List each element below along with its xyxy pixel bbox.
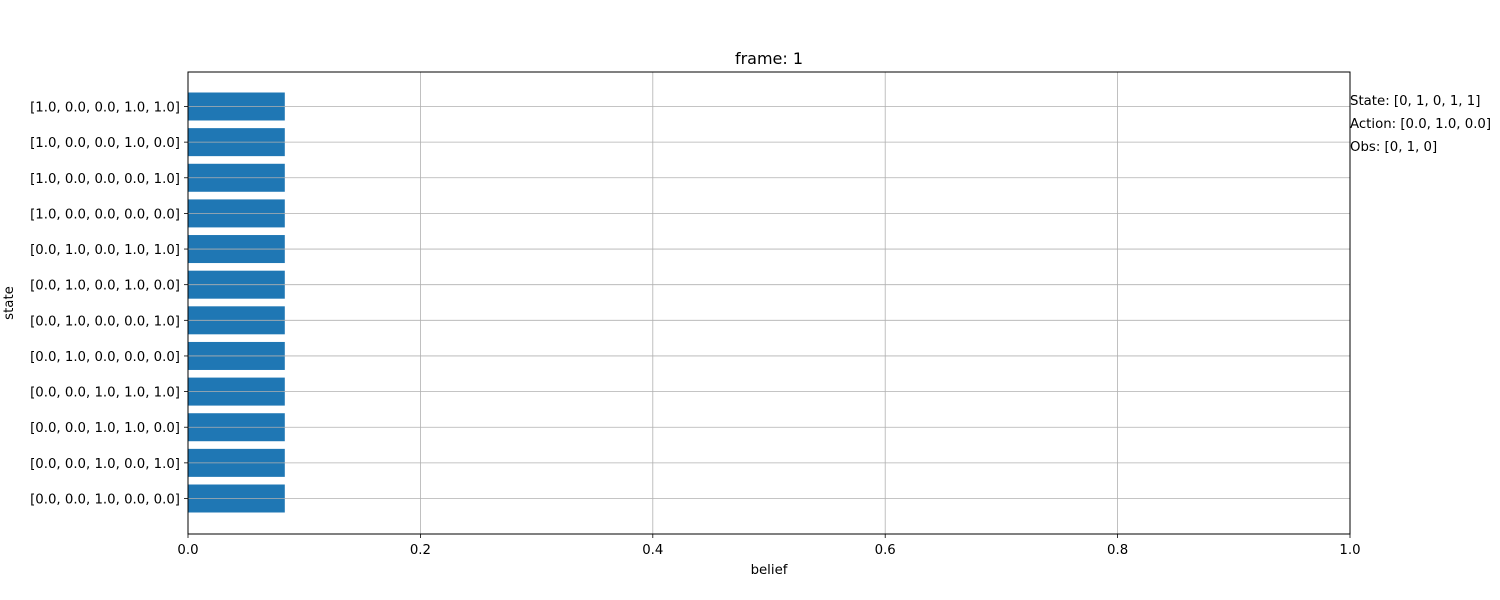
y-tick-label: [0.0, 1.0, 0.0, 1.0, 0.0] xyxy=(30,279,180,294)
y-tick-label: [1.0, 0.0, 0.0, 1.0, 1.0] xyxy=(30,101,180,116)
obs-annotation: Obs: [0, 1, 0] xyxy=(1350,140,1438,155)
x-tick-label: 0.4 xyxy=(642,543,663,558)
x-tick-label: 1.0 xyxy=(1339,543,1360,558)
plot-frame xyxy=(187,71,1351,535)
x-axis-label: belief xyxy=(751,563,788,578)
bars-layer xyxy=(188,92,285,513)
y-tick-label: [0.0, 1.0, 0.0, 0.0, 0.0] xyxy=(30,350,180,365)
y-tick-label: [0.0, 1.0, 0.0, 0.0, 1.0] xyxy=(30,314,180,329)
state-annotation: State: [0, 1, 0, 1, 1] xyxy=(1350,94,1481,109)
chart-title: frame: 1 xyxy=(735,49,803,68)
x-tick-label: 0.6 xyxy=(875,543,896,558)
y-tick-label: [0.0, 0.0, 1.0, 1.0, 1.0] xyxy=(30,386,180,401)
y-axis-label: state xyxy=(2,286,17,320)
y-tick-label: [0.0, 0.0, 1.0, 0.0, 0.0] xyxy=(30,493,180,508)
y-tick-label: [1.0, 0.0, 0.0, 0.0, 0.0] xyxy=(30,207,180,222)
y-tick-label: [0.0, 0.0, 1.0, 1.0, 0.0] xyxy=(30,421,180,436)
x-tick-label: 0.2 xyxy=(410,543,431,558)
axes-layer: 0.0 0.2 0.4 0.6 0.8 1.0 [0.0, 0.0, 1.0, 0.0, 0… xyxy=(30,101,1361,559)
x-tick-label: 0.8 xyxy=(1107,543,1128,558)
grid-layer xyxy=(187,72,1351,534)
x-tick-label: 0.0 xyxy=(177,543,198,558)
action-annotation: Action: [0.0, 1.0, 0.0] xyxy=(1350,117,1492,132)
y-tick-label: [0.0, 1.0, 0.0, 1.0, 1.0] xyxy=(30,243,180,258)
y-tick-label: [1.0, 0.0, 0.0, 1.0, 0.0] xyxy=(30,136,180,151)
y-tick-label: [1.0, 0.0, 0.0, 0.0, 1.0] xyxy=(30,172,180,187)
y-tick-label: [0.0, 0.0, 1.0, 0.0, 1.0] xyxy=(30,457,180,472)
grid-overlay-layer xyxy=(188,106,1350,499)
